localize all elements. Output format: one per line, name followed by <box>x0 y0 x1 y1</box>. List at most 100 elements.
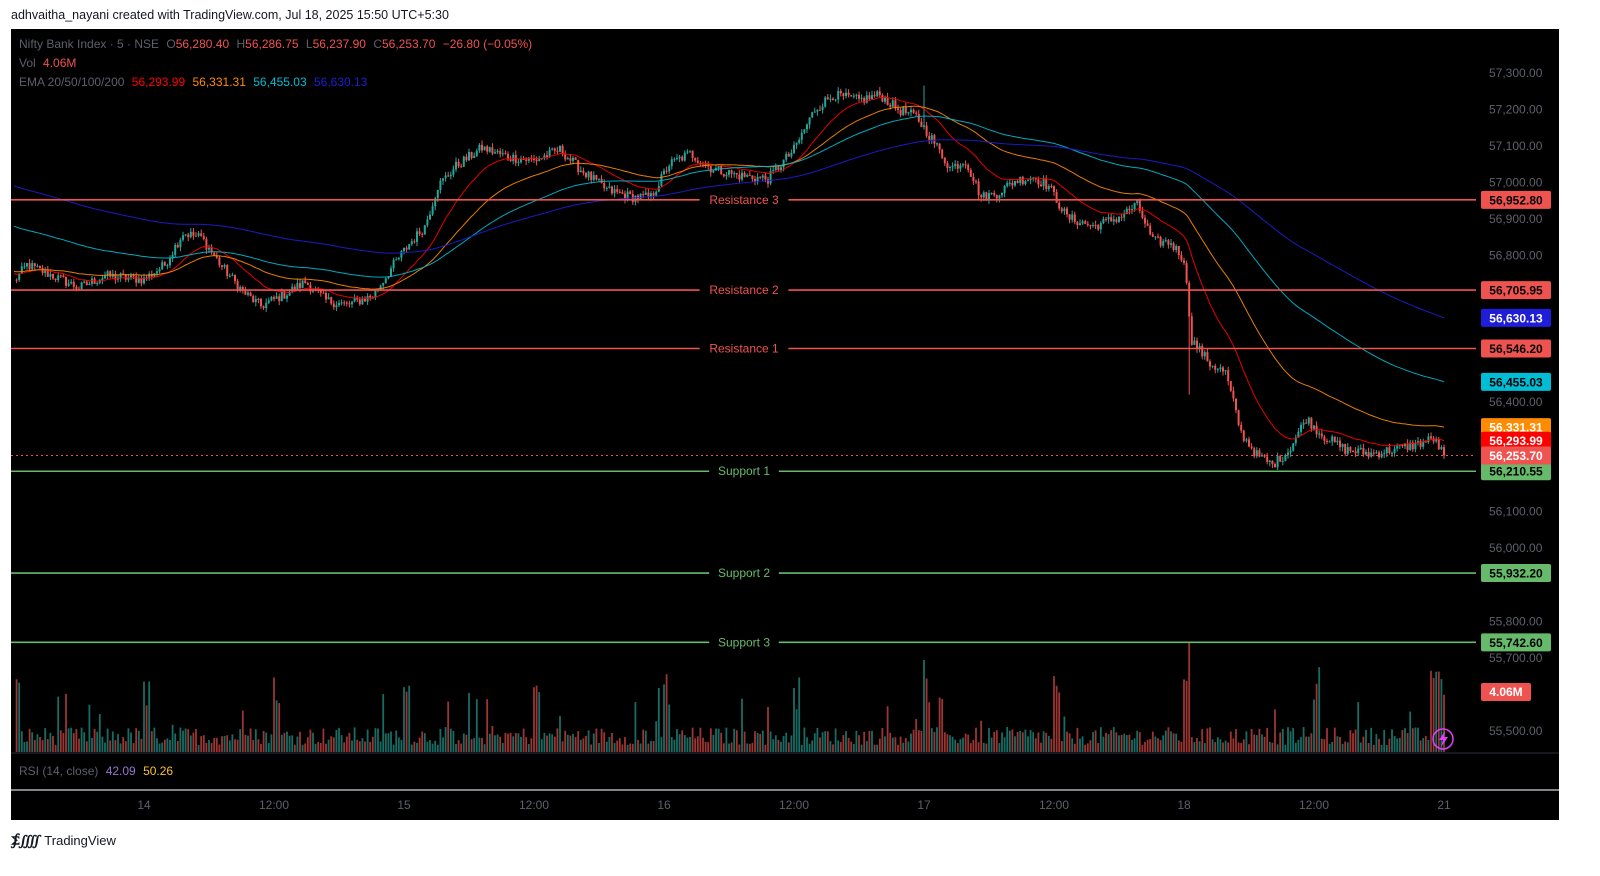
volume-bar <box>156 738 158 752</box>
volume-bar <box>876 744 879 752</box>
candle-body <box>543 155 546 159</box>
volume-bar <box>358 741 361 752</box>
candle-body <box>923 125 925 127</box>
volume-bar <box>189 735 192 752</box>
volume-bar <box>96 731 99 752</box>
level-label-bg <box>709 565 779 582</box>
volume-bar <box>218 744 221 752</box>
volume-bar <box>746 743 749 752</box>
candle-body <box>624 193 626 200</box>
candle-body <box>215 255 218 258</box>
volume-bar <box>72 733 75 752</box>
volume-bar <box>78 738 80 752</box>
volume-bar <box>449 728 452 752</box>
volume-bar <box>161 742 164 752</box>
candle-body <box>891 100 894 107</box>
volume-bar <box>1099 727 1102 752</box>
volume-bar <box>1245 731 1248 752</box>
candle-body <box>733 173 736 175</box>
volume-bar <box>1032 732 1035 752</box>
candle-body <box>52 273 54 279</box>
volume-bar <box>158 743 161 752</box>
volume-bar <box>933 731 936 752</box>
volume-bar <box>1227 742 1230 752</box>
candle-body <box>1162 241 1165 246</box>
chart-area[interactable]: 57,300.00 57,200.00 57,100.00 57,000.00 56,9… <box>11 29 1559 820</box>
volume-bar <box>514 733 517 752</box>
candle-body <box>748 175 751 177</box>
volume-bar <box>280 734 283 752</box>
volume-bar <box>171 724 174 752</box>
candle-body <box>954 163 957 167</box>
level-resistance-2: Resistance 2 56,705.95 <box>11 281 1551 300</box>
volume-bar <box>681 730 684 752</box>
volume-bar <box>49 732 52 752</box>
volume-bar <box>1170 731 1172 752</box>
candle-body <box>241 287 244 291</box>
candle-body <box>1159 236 1162 246</box>
candle-body <box>228 275 231 277</box>
candle-body <box>837 90 840 100</box>
volume-bar <box>153 727 156 752</box>
volume-bar <box>1437 671 1440 752</box>
candle-body <box>413 241 416 243</box>
candle-body <box>457 161 460 167</box>
candle-body <box>592 175 595 180</box>
candle-body <box>1391 453 1393 455</box>
candle-body <box>426 219 429 226</box>
volume-bar <box>15 679 18 752</box>
volume-bar <box>1216 737 1219 752</box>
volume-bar <box>993 731 996 752</box>
volume-bar <box>174 733 177 752</box>
volume-bar <box>725 727 728 752</box>
lightning-icon <box>1432 728 1454 750</box>
x-tick-label: 12:00 <box>519 798 549 812</box>
candle-body <box>897 108 899 111</box>
volume-bar <box>686 737 689 752</box>
volume-bar <box>525 737 528 752</box>
volume-bar <box>1263 736 1266 752</box>
y-tick-label: 55,800.00 <box>1489 614 1543 628</box>
candle-body <box>650 193 652 197</box>
volume-bar <box>205 742 208 752</box>
candle-body <box>283 291 286 299</box>
candle-body <box>808 117 811 125</box>
volume-bar <box>946 734 949 752</box>
price-chart-svg[interactable]: 57,300.00 57,200.00 57,100.00 57,000.00 56,9… <box>11 29 1559 820</box>
volume-bar <box>1398 737 1401 752</box>
candle-body <box>114 273 117 280</box>
candle-body <box>200 233 203 237</box>
volume-bar <box>1008 730 1011 752</box>
candle-body <box>1318 433 1321 435</box>
candle-body <box>850 95 853 97</box>
volume-bar <box>1297 739 1300 752</box>
volume-bar <box>1102 736 1105 752</box>
candle-body <box>943 157 946 164</box>
candle-body <box>208 247 210 250</box>
candle-body <box>1424 441 1427 443</box>
volume-bar <box>782 736 785 752</box>
candle-body <box>1240 424 1243 431</box>
candle-body <box>1419 441 1422 447</box>
volume-bar <box>839 742 842 752</box>
candle-body <box>1310 417 1313 429</box>
footer-brand[interactable]: TradingView <box>44 833 116 848</box>
candle-body <box>754 178 756 182</box>
volume-bar <box>512 736 515 752</box>
volume-bar <box>335 729 338 752</box>
volume-bar <box>431 743 434 752</box>
candle-body <box>418 231 421 234</box>
volume-bar <box>884 736 886 752</box>
candle-body <box>392 260 395 269</box>
candle-body <box>1222 367 1224 372</box>
volume-bar <box>257 739 260 752</box>
volume-bar <box>956 743 959 752</box>
volume-bar <box>1164 730 1167 752</box>
candle-body <box>878 91 881 96</box>
candle-body <box>509 159 512 162</box>
volume-bar <box>691 727 694 752</box>
volume-bar <box>1115 732 1118 752</box>
legend-rsi-ma: 50.26 <box>143 764 174 778</box>
volume-bar <box>1040 742 1042 752</box>
candle-body <box>1001 192 1003 196</box>
